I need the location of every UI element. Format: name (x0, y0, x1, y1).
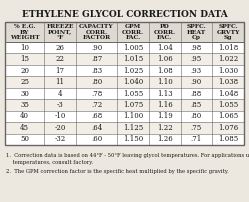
Text: 1.065: 1.065 (218, 112, 238, 120)
Text: 15: 15 (20, 55, 29, 63)
Text: 25: 25 (20, 78, 29, 86)
Text: 45: 45 (20, 124, 29, 132)
Text: .72: .72 (91, 101, 102, 109)
Text: .85: .85 (191, 101, 202, 109)
Text: 1.025: 1.025 (123, 67, 143, 75)
Text: 1.100: 1.100 (123, 112, 143, 120)
Text: .95: .95 (191, 55, 202, 63)
Text: .83: .83 (91, 67, 102, 75)
Text: SPFC.
HEAT
Cp: SPFC. HEAT Cp (187, 24, 206, 40)
Text: .60: .60 (91, 135, 102, 143)
Text: 1.076: 1.076 (218, 124, 238, 132)
Text: 1.038: 1.038 (218, 78, 238, 86)
Text: 2.  The GPM correction factor is the specific heat multiplied by the specific gr: 2. The GPM correction factor is the spec… (6, 169, 229, 174)
Text: .80: .80 (91, 78, 102, 86)
Text: .88: .88 (191, 89, 202, 98)
Text: 1.10: 1.10 (157, 78, 173, 86)
Text: 1.125: 1.125 (123, 124, 143, 132)
Text: GPM
CORR.
FAC.: GPM CORR. FAC. (122, 24, 144, 40)
Text: .64: .64 (91, 124, 102, 132)
Bar (5, 122, 244, 134)
Bar (5, 99, 244, 111)
Text: 1.030: 1.030 (218, 67, 238, 75)
Text: 1.005: 1.005 (123, 44, 143, 52)
Text: 30: 30 (20, 89, 29, 98)
Text: FREEZE
POINT,
°F: FREEZE POINT, °F (46, 24, 74, 40)
Text: 1.040: 1.040 (123, 78, 143, 86)
Text: % E.G.
BY
WEIGHT: % E.G. BY WEIGHT (10, 24, 40, 40)
Text: 20: 20 (20, 67, 29, 75)
Text: 1.075: 1.075 (123, 101, 143, 109)
Text: 1.06: 1.06 (157, 55, 173, 63)
Text: .75: .75 (191, 124, 202, 132)
Text: CAPACITY
CORR.
FACTOR: CAPACITY CORR. FACTOR (79, 24, 114, 40)
Text: 1.015: 1.015 (123, 55, 143, 63)
Text: 1.055: 1.055 (123, 89, 143, 98)
Text: .98: .98 (191, 44, 202, 52)
Text: 1.04: 1.04 (157, 44, 173, 52)
Text: 1.  Correction data is based on 44°F - 50°F leaving glycol temperatures. For app: 1. Correction data is based on 44°F - 50… (6, 153, 249, 165)
Text: .68: .68 (91, 112, 102, 120)
Text: 1.055: 1.055 (218, 101, 238, 109)
Text: 1.26: 1.26 (157, 135, 173, 143)
Text: .90: .90 (191, 78, 202, 86)
Text: .90: .90 (91, 44, 102, 52)
Text: 17: 17 (56, 67, 64, 75)
Bar (5, 54, 244, 65)
Text: 1.048: 1.048 (218, 89, 238, 98)
Text: 4: 4 (58, 89, 62, 98)
Text: 10: 10 (20, 44, 29, 52)
Text: 1.19: 1.19 (157, 112, 173, 120)
Text: 26: 26 (56, 44, 64, 52)
Bar (5, 22, 244, 42)
Bar (5, 88, 244, 99)
Text: 35: 35 (20, 101, 29, 109)
Text: 22: 22 (56, 55, 64, 63)
Text: -32: -32 (55, 135, 66, 143)
Text: .71: .71 (191, 135, 202, 143)
Text: 1.018: 1.018 (218, 44, 238, 52)
Text: -20: -20 (54, 124, 66, 132)
Text: PD
CORR.
FAC.: PD CORR. FAC. (154, 24, 176, 40)
Text: .93: .93 (191, 67, 202, 75)
Text: 50: 50 (20, 135, 29, 143)
Text: 1.08: 1.08 (157, 67, 173, 75)
Text: 1.085: 1.085 (218, 135, 238, 143)
Text: 1.22: 1.22 (157, 124, 173, 132)
Text: 40: 40 (20, 112, 29, 120)
Text: 1.16: 1.16 (157, 101, 173, 109)
Text: 1.022: 1.022 (218, 55, 238, 63)
Text: 11: 11 (56, 78, 64, 86)
Text: -10: -10 (54, 112, 66, 120)
Text: SPFC.
GRVTY
Sg: SPFC. GRVTY Sg (216, 24, 240, 40)
Text: 1.13: 1.13 (157, 89, 173, 98)
Bar (5, 65, 244, 76)
Text: ETHYLENE GLYCOL CORRECTION DATA: ETHYLENE GLYCOL CORRECTION DATA (22, 10, 227, 19)
Text: .80: .80 (191, 112, 202, 120)
Bar (5, 22, 244, 145)
Text: -3: -3 (57, 101, 63, 109)
Bar (5, 134, 244, 145)
Bar (5, 76, 244, 88)
Text: 1.150: 1.150 (123, 135, 143, 143)
Text: .78: .78 (91, 89, 102, 98)
Bar (5, 22, 244, 145)
Text: .87: .87 (91, 55, 102, 63)
Bar (5, 42, 244, 54)
Bar (5, 111, 244, 122)
